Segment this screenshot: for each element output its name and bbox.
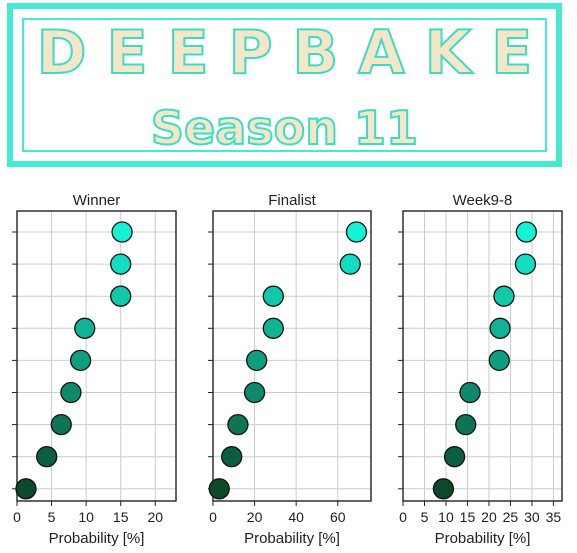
x-tick-label: 25 — [503, 509, 519, 525]
data-point — [227, 413, 249, 436]
x-tick-label: 5 — [48, 509, 56, 525]
data-point — [515, 221, 537, 243]
chart-title: Week9-8 — [453, 192, 513, 209]
chart-title: Finalist — [268, 192, 316, 209]
x-tick-label: 0 — [13, 509, 21, 525]
data-point — [488, 349, 510, 372]
x-tick-label: 15 — [113, 509, 129, 525]
x-axis-label: Probability [%] — [435, 530, 531, 547]
x-tick-label: 10 — [438, 509, 454, 525]
data-point — [455, 413, 477, 436]
x-tick-label: 60 — [330, 509, 346, 525]
data-point — [514, 253, 537, 275]
x-tick-label: 5 — [421, 509, 429, 525]
data-point — [243, 381, 266, 404]
data-point — [110, 285, 132, 307]
data-point — [262, 285, 284, 307]
data-point — [221, 446, 243, 468]
x-tick-label: 10 — [78, 509, 94, 525]
data-point — [489, 317, 511, 339]
data-point — [110, 253, 132, 275]
data-point — [443, 446, 466, 468]
data-point — [262, 317, 284, 339]
season-subtitle: Season 11 — [150, 101, 419, 155]
show-title: DEEPBAKE — [36, 18, 553, 88]
plot-frame — [402, 210, 563, 502]
data-point — [111, 221, 133, 243]
data-point — [339, 253, 361, 275]
data-point — [493, 285, 515, 307]
data-point — [50, 413, 72, 436]
data-point — [69, 349, 92, 372]
plot-frame — [16, 210, 177, 502]
data-point — [36, 446, 58, 468]
x-tick-label: 35 — [546, 509, 562, 525]
x-tick-label: 0 — [209, 509, 217, 525]
data-point — [208, 478, 230, 500]
chart-title: Winner — [73, 192, 121, 209]
data-point — [60, 381, 82, 404]
data-point — [345, 221, 368, 243]
x-tick-label: 20 — [247, 509, 263, 525]
x-axis-label: Probability [%] — [49, 530, 145, 547]
banner-inner-frame — [22, 18, 547, 152]
x-tick-label: 30 — [524, 509, 540, 525]
x-tick-label: 20 — [147, 509, 163, 525]
x-axis-label: Probability [%] — [244, 530, 340, 547]
title-banner: DEEPBAKE Season 11 — [7, 3, 562, 167]
plot-frame — [212, 210, 372, 502]
data-point — [74, 317, 96, 339]
data-point — [432, 478, 455, 500]
data-point — [15, 478, 37, 500]
x-tick-label: 15 — [460, 509, 476, 525]
x-tick-label: 0 — [399, 509, 407, 525]
x-tick-label: 40 — [288, 509, 304, 525]
x-tick-label: 20 — [481, 509, 497, 525]
data-point — [459, 381, 481, 404]
data-point — [246, 349, 268, 372]
